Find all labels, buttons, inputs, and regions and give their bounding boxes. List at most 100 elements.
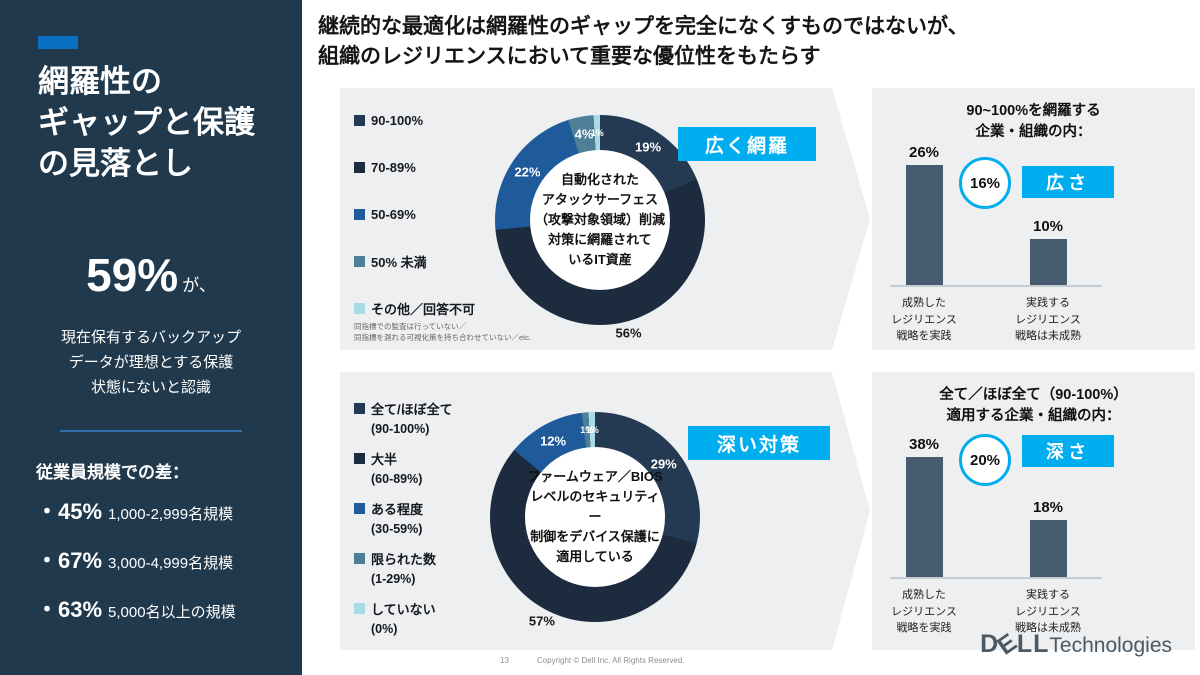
logo-letter: D: [980, 630, 1000, 658]
legend-item: 限られた数 (1-29%): [354, 550, 453, 586]
stat-description: 現在保有するバックアップ データが理想とする保護 状態にないと認識: [60, 329, 241, 396]
legend-range: (90-100%): [371, 422, 430, 436]
diff-item-desc: 5,000名以上の規模: [108, 604, 236, 621]
legend-item: ある程度 (30-59%): [354, 500, 453, 536]
legend-item: 50% 未満: [354, 253, 531, 270]
legend-item: 50-69%: [354, 206, 531, 223]
diff-item: ・67% 3,000-4,999名規模: [36, 543, 236, 575]
axis-baseline: [890, 577, 1102, 579]
page-title: 継続的な最適化は網羅性のギャップを完全になくすものではないが、 組織のレジリエン…: [318, 15, 969, 69]
accent-bar: [38, 36, 78, 49]
bar-value: 26%: [908, 144, 940, 161]
diff-item-desc: 3,000-4,999名規模: [108, 555, 234, 572]
legend-label: 限られた数: [371, 552, 437, 567]
axis-baseline: [890, 285, 1102, 287]
donut-segment-label: 4%: [574, 126, 594, 142]
donut1-legend: 90-100% 70-89% 50-69% 50% 未満その他／回答不可同指標での監査…: [354, 112, 531, 344]
bar-value: 38%: [908, 436, 940, 453]
legend-swatch: [354, 553, 365, 564]
legend-swatch: [354, 603, 365, 614]
diff-item-pct: ・45%: [36, 499, 103, 524]
donut-segment-label: 1%: [580, 425, 594, 436]
legend-label: 50-69%: [371, 207, 416, 222]
legend-range: (0%): [371, 622, 398, 636]
legend-label: その他／回答不可: [371, 302, 476, 317]
legend-label: 全て/ほぼ全て: [371, 402, 453, 417]
legend-range: (1-29%): [371, 572, 416, 586]
legend-item: 大半 (60-89%): [354, 450, 453, 486]
donut2-legend: 全て/ほぼ全て (90-100%) 大半 (60-89%) ある程度 (30-59%) 限ら…: [354, 400, 453, 650]
bar: [906, 457, 943, 577]
legend-note: 同指標での監査は行っていない／ 同指標を測れる可視化策を持ち合わせていない／et…: [354, 322, 532, 343]
legend-label: 大半: [371, 452, 398, 467]
legend-label: 90-100%: [371, 113, 424, 128]
diff-item: ・63% 5,000名以上の規模: [36, 592, 236, 624]
bar-caption: 成熟した レジリエンス 戦略を実践: [891, 589, 957, 634]
legend-swatch: [354, 453, 365, 464]
diff-item: ・45% 1,000-2,999名規模: [36, 494, 236, 526]
page-number: 13: [500, 656, 509, 665]
legend-label: 50% 未満: [371, 255, 427, 270]
divider: [60, 430, 242, 432]
magnifier-badge: 16%: [959, 157, 1011, 209]
wide-coverage-tag: 広く網羅: [678, 127, 816, 161]
deep-measures-tag: 深い対策: [688, 426, 830, 460]
bar: [1030, 520, 1067, 577]
bar-value: 18%: [1032, 499, 1064, 516]
bar: [1030, 239, 1067, 285]
donut-segment-label: 12%: [540, 433, 567, 449]
depth-tag: 深さ: [1022, 435, 1114, 467]
donut-segment-label: 57%: [528, 613, 555, 629]
logo-letter: LL: [1016, 630, 1050, 658]
magnifier-badge: 20%: [959, 434, 1011, 486]
bar-panel-coverage: 90~100%を網羅する 企業・組織の内： 16% 広さ 26% 成熟した レジリ…: [872, 88, 1195, 350]
bar-caption: 実践する レジリエンス 戦略は未成熟: [1015, 297, 1081, 342]
diff-list: ・45% 1,000-2,999名規模 ・67% 3,000-4,999名規模 ・6…: [36, 494, 236, 641]
legend-item: 70-89%: [354, 159, 531, 176]
diff-item-pct: ・67%: [36, 548, 103, 573]
legend-item: していない (0%): [354, 600, 453, 636]
sidebar: 網羅性の ギャップと保護 の見落とし 59% が、 現在保有するバックアップ デー…: [0, 0, 302, 675]
stat-block: 59% が、: [0, 248, 302, 302]
bar-value: 10%: [1032, 218, 1064, 235]
donut-segment-label: 19%: [635, 139, 662, 155]
footer: 13 Copyright © Dell Inc. All Rights Reser…: [500, 656, 685, 665]
legend-range: (60-89%): [371, 472, 423, 486]
copyright: Copyright © Dell Inc. All Rights Reserve…: [536, 656, 685, 665]
dell-technologies-logo: DELLTechnologies: [980, 628, 1172, 661]
legend-item: 全て/ほぼ全て (90-100%): [354, 400, 453, 436]
donut-center-text: 自動化された アタックサーフェス （攻撃対象領域）削減 対策に網羅されて いるI…: [530, 150, 670, 290]
stat-suffix: が、: [182, 276, 216, 295]
legend-swatch: [354, 209, 365, 220]
donut-segment-label: 29%: [650, 456, 677, 472]
diff-item-desc: 1,000-2,999名規模: [108, 506, 234, 523]
legend-swatch: [354, 503, 365, 514]
bar: [906, 165, 943, 285]
legend-label: していない: [371, 602, 436, 617]
stat-value: 59%: [86, 249, 179, 301]
bar-caption: 成熟した レジリエンス 戦略を実践: [891, 297, 957, 342]
legend-item: 90-100%: [354, 112, 531, 129]
panel-title: 90~100%を網羅する 企業・組織の内：: [966, 103, 1101, 141]
breadth-tag: 広さ: [1022, 166, 1114, 198]
bar-caption: 実践する レジリエンス 戦略は未成熟: [1015, 589, 1081, 634]
donut-segment-label: 1%: [585, 425, 599, 436]
donut-segment-label: 56%: [615, 325, 642, 341]
legend-label: 70-89%: [371, 160, 416, 175]
legend-swatch: [354, 115, 365, 126]
legend-item: その他／回答不可: [354, 300, 531, 317]
logo-suffix: Technologies: [1049, 634, 1172, 657]
donut-center-text: ファームウェア／BIOS レベルのセキュリティー 制御をデバイス保護に 適用して…: [525, 447, 665, 587]
legend-swatch: [354, 303, 365, 314]
panel-title: 全て／ほぼ全て（90-100%） 適用する企業・組織の内：: [939, 387, 1128, 425]
legend-label: ある程度: [371, 502, 424, 517]
donut-chart-depth: ファームウェア／BIOS レベルのセキュリティー 制御をデバイス保護に 適用して…: [490, 412, 700, 629]
bar-panel-depth: 全て／ほぼ全て（90-100%） 適用する企業・組織の内： 20% 深さ 38%…: [872, 372, 1195, 650]
sidebar-title: 網羅性の ギャップと保護 の見落とし: [38, 64, 255, 181]
legend-swatch: [354, 256, 365, 267]
legend-range: (30-59%): [371, 522, 423, 536]
donut-chart-coverage: 自動化された アタックサーフェス （攻撃対象領域）削減 対策に網羅されて いるI…: [495, 115, 705, 341]
diff-label: 従業員規模での差：: [36, 463, 189, 482]
donut-segment-label: 22%: [514, 164, 541, 180]
